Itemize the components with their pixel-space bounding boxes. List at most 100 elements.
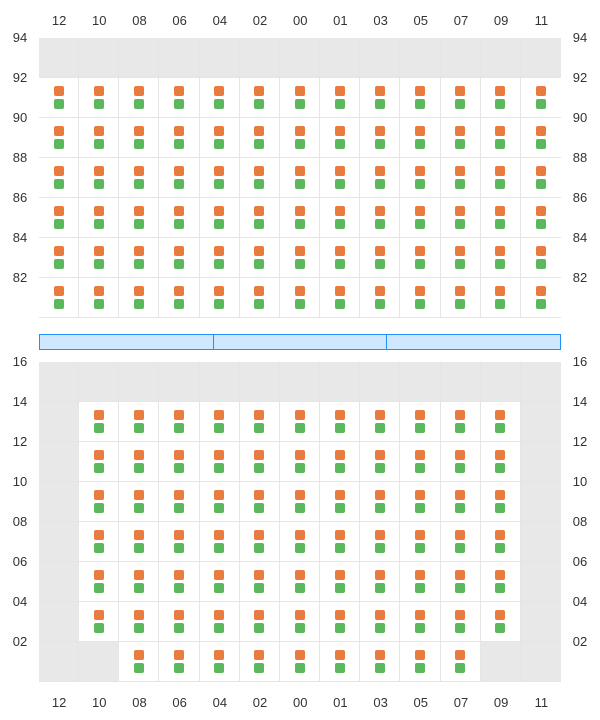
seat-cell[interactable] — [481, 562, 521, 602]
seat-cell[interactable] — [360, 602, 400, 642]
seat-cell[interactable] — [159, 562, 199, 602]
seat-cell[interactable] — [119, 442, 159, 482]
seat-cell[interactable] — [400, 642, 440, 682]
seat-cell[interactable] — [280, 198, 320, 238]
seat-cell[interactable] — [280, 118, 320, 158]
seat-cell[interactable] — [400, 118, 440, 158]
seat-cell[interactable] — [240, 482, 280, 522]
seat-cell[interactable] — [79, 562, 119, 602]
seat-cell[interactable] — [360, 198, 400, 238]
seat-cell[interactable] — [240, 118, 280, 158]
seat-cell[interactable] — [200, 158, 240, 198]
seat-cell[interactable] — [521, 118, 561, 158]
seat-cell[interactable] — [521, 78, 561, 118]
seat-cell[interactable] — [360, 482, 400, 522]
seat-cell[interactable] — [441, 482, 481, 522]
seat-cell[interactable] — [360, 642, 400, 682]
seat-cell[interactable] — [400, 602, 440, 642]
seat-cell[interactable] — [481, 482, 521, 522]
seat-cell[interactable] — [360, 238, 400, 278]
seat-cell[interactable] — [320, 442, 360, 482]
seat-cell[interactable] — [320, 482, 360, 522]
seat-cell[interactable] — [400, 78, 440, 118]
seat-cell[interactable] — [200, 278, 240, 318]
seat-cell[interactable] — [119, 198, 159, 238]
seat-cell[interactable] — [39, 198, 79, 238]
seat-cell[interactable] — [400, 402, 440, 442]
seat-cell[interactable] — [119, 482, 159, 522]
seat-cell[interactable] — [320, 78, 360, 118]
seat-cell[interactable] — [320, 198, 360, 238]
seat-cell[interactable] — [320, 158, 360, 198]
seat-cell[interactable] — [119, 118, 159, 158]
seat-cell[interactable] — [441, 198, 481, 238]
seat-cell[interactable] — [521, 278, 561, 318]
seat-cell[interactable] — [481, 238, 521, 278]
seat-cell[interactable] — [481, 78, 521, 118]
seat-cell[interactable] — [119, 278, 159, 318]
seat-cell[interactable] — [159, 198, 199, 238]
seat-cell[interactable] — [441, 642, 481, 682]
seat-cell[interactable] — [159, 158, 199, 198]
seat-cell[interactable] — [119, 642, 159, 682]
seat-cell[interactable] — [360, 442, 400, 482]
seat-cell[interactable] — [400, 238, 440, 278]
seat-cell[interactable] — [119, 158, 159, 198]
seat-cell[interactable] — [240, 78, 280, 118]
seat-cell[interactable] — [79, 402, 119, 442]
seat-cell[interactable] — [441, 118, 481, 158]
seat-cell[interactable] — [441, 602, 481, 642]
seat-cell[interactable] — [119, 522, 159, 562]
seat-cell[interactable] — [119, 238, 159, 278]
seat-cell[interactable] — [39, 78, 79, 118]
seat-cell[interactable] — [481, 402, 521, 442]
seat-cell[interactable] — [441, 562, 481, 602]
seat-cell[interactable] — [280, 78, 320, 118]
seat-cell[interactable] — [320, 642, 360, 682]
seat-cell[interactable] — [79, 118, 119, 158]
seat-cell[interactable] — [280, 442, 320, 482]
seat-cell[interactable] — [200, 402, 240, 442]
seat-cell[interactable] — [240, 402, 280, 442]
seat-cell[interactable] — [119, 402, 159, 442]
seat-cell[interactable] — [159, 278, 199, 318]
seat-cell[interactable] — [400, 482, 440, 522]
seat-cell[interactable] — [240, 198, 280, 238]
seat-cell[interactable] — [159, 602, 199, 642]
seat-cell[interactable] — [360, 562, 400, 602]
seat-cell[interactable] — [320, 562, 360, 602]
seat-cell[interactable] — [79, 278, 119, 318]
seat-cell[interactable] — [280, 278, 320, 318]
seat-cell[interactable] — [240, 642, 280, 682]
seat-cell[interactable] — [280, 402, 320, 442]
seat-cell[interactable] — [79, 442, 119, 482]
seat-cell[interactable] — [481, 118, 521, 158]
seat-cell[interactable] — [360, 522, 400, 562]
seat-cell[interactable] — [240, 562, 280, 602]
seat-cell[interactable] — [521, 198, 561, 238]
seat-cell[interactable] — [79, 602, 119, 642]
seat-cell[interactable] — [441, 402, 481, 442]
seat-cell[interactable] — [320, 402, 360, 442]
seat-cell[interactable] — [481, 442, 521, 482]
seat-cell[interactable] — [240, 602, 280, 642]
seat-cell[interactable] — [240, 158, 280, 198]
seat-cell[interactable] — [200, 642, 240, 682]
seat-cell[interactable] — [159, 642, 199, 682]
seat-cell[interactable] — [200, 78, 240, 118]
seat-cell[interactable] — [360, 402, 400, 442]
seat-cell[interactable] — [159, 442, 199, 482]
seat-cell[interactable] — [280, 522, 320, 562]
seat-cell[interactable] — [441, 78, 481, 118]
seat-cell[interactable] — [159, 238, 199, 278]
seat-cell[interactable] — [521, 158, 561, 198]
seat-cell[interactable] — [280, 642, 320, 682]
seat-cell[interactable] — [39, 278, 79, 318]
seat-cell[interactable] — [200, 522, 240, 562]
seat-cell[interactable] — [400, 522, 440, 562]
seat-cell[interactable] — [320, 238, 360, 278]
seat-cell[interactable] — [280, 482, 320, 522]
seat-cell[interactable] — [400, 562, 440, 602]
seat-cell[interactable] — [39, 118, 79, 158]
seat-cell[interactable] — [159, 482, 199, 522]
